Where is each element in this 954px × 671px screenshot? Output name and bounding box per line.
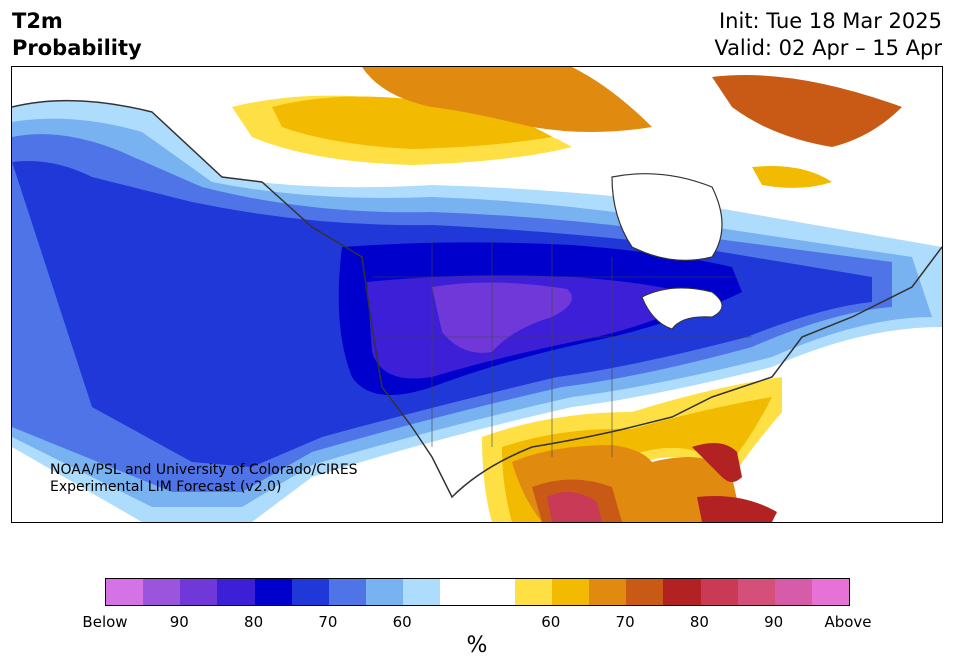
cuba-shade <box>697 496 777 522</box>
colorbar-tick-label: 60 <box>392 613 412 631</box>
great-lakes <box>641 287 723 330</box>
colorbar-segment <box>366 579 404 605</box>
warm-band-north-65 <box>272 96 552 149</box>
init-date: Init: Tue 18 Mar 2025 <box>718 9 942 33</box>
colorbar <box>105 578 850 606</box>
colorbar-segment <box>551 579 590 605</box>
map-credit: NOAA/PSL and University of Colorado/CIRE… <box>50 462 358 496</box>
forecast-dates: Init: Tue 18 Mar 2025 Valid: 02 Apr – 15… <box>714 8 942 62</box>
colorbar-segment <box>106 579 144 605</box>
colorbar-segment <box>180 579 218 605</box>
colorbar-segment <box>514 579 552 605</box>
colorbar-segment <box>663 579 701 605</box>
colorbar-tick-label: 80 <box>244 613 264 631</box>
state-lines <box>372 237 752 457</box>
colorbar-segment <box>291 579 329 605</box>
colorbar-tick-label: Below <box>82 613 128 631</box>
colorbar-unit: % <box>466 633 488 658</box>
colorbar-segment <box>217 579 255 605</box>
colorbar-segment <box>737 579 775 605</box>
title-line2: Probability <box>12 36 142 60</box>
colorbar-segment <box>626 579 664 605</box>
valid-dates: Valid: 02 Apr – 15 Apr <box>714 36 942 60</box>
probability-map: NOAA/PSL and University of Colorado/CIRE… <box>11 66 943 523</box>
cold-band-90 <box>432 282 572 353</box>
colorbar-segment <box>328 579 367 605</box>
colorbar-segment <box>477 579 515 605</box>
colorbar-tick-label: 90 <box>169 613 189 631</box>
colorbar-tick-label: 70 <box>318 613 338 631</box>
coastline <box>12 99 942 499</box>
colorbar-segment <box>700 579 738 605</box>
warm-band-ne <box>752 166 832 188</box>
colorbar-segment <box>774 579 812 605</box>
colorbar-segment <box>254 579 292 605</box>
colorbar-segment <box>589 579 627 605</box>
colorbar-segment <box>811 579 850 605</box>
credit-line1: NOAA/PSL and University of Colorado/CIRE… <box>50 462 358 478</box>
colorbar-tick-label: 70 <box>615 613 635 631</box>
colorbar-tick-label: Above <box>824 613 872 631</box>
colorbar-segment <box>403 579 441 605</box>
warm-band-north-70 <box>362 67 652 132</box>
colorbar-segment <box>143 579 181 605</box>
hudson-bay <box>611 173 723 261</box>
credit-line2: Experimental LIM Forecast (v2.0) <box>50 479 282 495</box>
map-svg <box>12 67 942 522</box>
florida-shade <box>692 443 742 482</box>
warm-band-south-65 <box>502 397 772 522</box>
colorbar-segment <box>440 579 478 605</box>
warm-band-north-75 <box>712 75 902 147</box>
chart-title: T2m Probability <box>12 8 142 62</box>
colorbar-tick-label: 60 <box>541 613 561 631</box>
colorbar-tick-label: 80 <box>689 613 709 631</box>
colorbar-tick-label: 90 <box>764 613 784 631</box>
warm-band-south-80 <box>547 492 602 522</box>
title-line1: T2m <box>12 9 63 33</box>
